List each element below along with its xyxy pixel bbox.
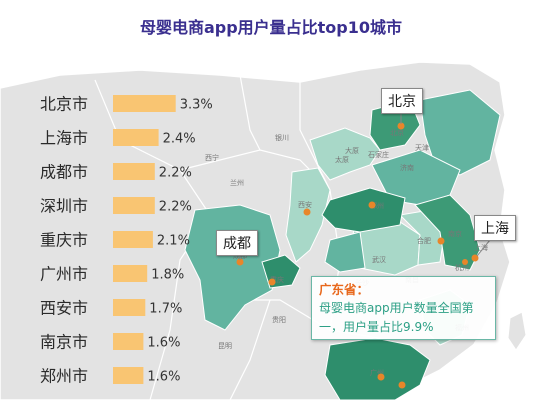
place-name: 昆明: [218, 342, 232, 350]
place-name: 重庆: [270, 275, 284, 284]
category-label: 广州市: [40, 265, 88, 284]
place-name: 武汉: [372, 255, 386, 264]
city-marker: [377, 373, 385, 381]
callout-chengdu: 成都: [216, 230, 258, 256]
info-box-line: 一，用户量占比9.9%: [319, 320, 434, 334]
info-box-heading: 广东省：: [319, 282, 370, 297]
category-label: 郑州市: [40, 367, 88, 386]
value-label: 3.3%: [180, 98, 213, 113]
bar-chart: 北京市 3.3% 上海市 2.4% 成都市 2.2% 深圳市 2.2% 重庆市 2.1% 广州市 1.…: [40, 95, 213, 386]
city-marker: [397, 122, 405, 130]
place-name: 西宁: [205, 153, 219, 162]
city-marker: [303, 208, 311, 216]
place-name: 合肥: [417, 236, 431, 245]
place-name: 杭州: [455, 263, 469, 272]
category-label: 成都市: [40, 163, 88, 182]
bar: [113, 231, 153, 248]
city-marker: [368, 201, 376, 209]
guangdong-info-box: 广东省： 母婴电商app用户数量全国第 一，用户量占比9.9%: [311, 276, 496, 340]
place-name: 天津: [415, 144, 429, 152]
bar: [113, 333, 144, 350]
place-name: 银川: [275, 133, 289, 142]
place-name: 石家庄: [368, 150, 389, 159]
category-label: 上海市: [40, 129, 88, 148]
bar: [113, 197, 155, 214]
category-label: 重庆市: [40, 231, 88, 250]
category-label: 南京市: [40, 333, 88, 352]
place-name: 济南: [400, 163, 414, 172]
place-name: 南京: [448, 229, 462, 238]
bar: [113, 265, 148, 282]
bar: [113, 95, 176, 112]
region-mid-hubei: [324, 231, 366, 273]
value-label: 1.6%: [147, 370, 180, 385]
category-label: 西安市: [40, 299, 88, 318]
value-label: 2.1%: [157, 234, 190, 249]
value-label: 2.2%: [159, 200, 192, 215]
place-name: 北京: [390, 128, 404, 137]
callout-beijing: 北京: [381, 88, 423, 114]
city-marker: [462, 259, 468, 265]
value-label: 2.2%: [159, 166, 192, 181]
value-label: 2.4%: [163, 132, 196, 147]
region-dark-henan: [321, 187, 406, 233]
city-marker: [471, 254, 479, 262]
place-name: 兰州: [230, 178, 244, 187]
place-name: 贵阳: [272, 315, 286, 324]
city-marker: [268, 278, 276, 286]
value-label: 1.8%: [151, 268, 184, 283]
taiwan: [507, 311, 527, 351]
region-mid-northeast: [419, 89, 501, 176]
bar: [113, 129, 159, 146]
region-light-north: [309, 127, 381, 181]
bar: [113, 299, 146, 316]
bar: [113, 367, 144, 384]
city-marker: [437, 237, 445, 245]
place-name: 大原: [345, 146, 359, 155]
place-name: 上海: [474, 243, 488, 252]
chart-title: 母婴电商app用户量占比top10城市: [139, 18, 403, 37]
place-name: 郑州: [370, 202, 384, 210]
category-label: 深圳市: [40, 197, 88, 216]
place-name: 广州: [370, 368, 384, 377]
bar: [113, 163, 155, 180]
city-marker: [236, 258, 244, 266]
city-markers: [236, 122, 479, 389]
city-marker: [398, 381, 406, 389]
place-name: 太原: [335, 155, 349, 164]
callout-shanghai: 上海: [474, 215, 516, 241]
category-label: 北京市: [40, 95, 88, 114]
value-label: 1.7%: [149, 302, 182, 317]
info-box-line: 母婴电商app用户数量全国第: [319, 301, 474, 315]
place-name: 西安: [298, 200, 312, 209]
value-label: 1.6%: [147, 336, 180, 351]
